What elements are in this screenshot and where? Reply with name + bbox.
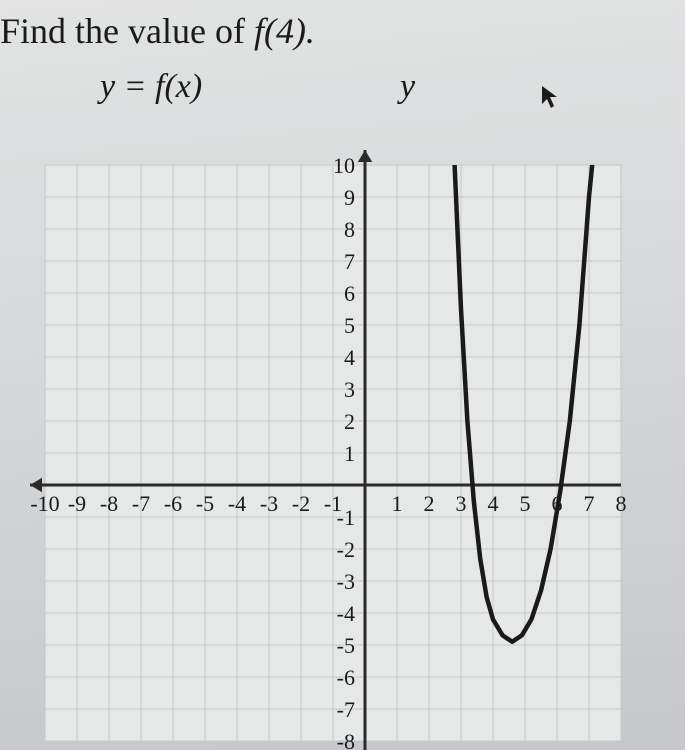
question-prefix: Find the value of [0, 11, 254, 51]
y-tick-label: -1 [337, 505, 355, 530]
y-tick-label: -2 [337, 537, 355, 562]
y-tick-label: 1 [344, 441, 355, 466]
x-tick-label: 3 [456, 491, 467, 516]
y-tick-label: 9 [344, 185, 355, 210]
question-text: Find the value of f(4). [0, 10, 315, 52]
x-tick-label: 1 [392, 491, 403, 516]
y-tick-label: 4 [344, 345, 355, 370]
y-tick-label: 7 [344, 249, 355, 274]
y-tick-label: 10 [333, 153, 355, 178]
equation-label: y = f(x) [100, 68, 202, 106]
y-tick-label: -8 [337, 729, 355, 750]
y-tick-label: 2 [344, 409, 355, 434]
chart-container: -10-9-8-7-6-5-4-3-2-112345678-8-7-6-5-4-… [10, 135, 685, 750]
y-tick-label: -3 [337, 569, 355, 594]
page: Find the value of f(4). y = f(x) y -10 -9… [0, 0, 685, 750]
x-tick-label: -2 [292, 491, 310, 516]
function-graph: -10-9-8-7-6-5-4-3-2-112345678-8-7-6-5-4-… [10, 135, 685, 750]
x-tick-label: 5 [520, 491, 531, 516]
y-tick-label: -4 [337, 601, 355, 626]
x-tick-label: -10 [30, 491, 59, 516]
y-tick-label: -5 [337, 633, 355, 658]
y-tick-label: -6 [337, 665, 355, 690]
x-tick-label: -4 [228, 491, 246, 516]
x-tick-label: 8 [616, 491, 627, 516]
x-tick-label: 4 [488, 491, 499, 516]
y-tick-label: 3 [344, 377, 355, 402]
x-tick-label: -3 [260, 491, 278, 516]
x-tick-label: -5 [196, 491, 214, 516]
cursor-icon [540, 84, 560, 110]
y-axis-label: y [400, 68, 415, 106]
y-tick-label: 5 [344, 313, 355, 338]
x-tick-label: -8 [100, 491, 118, 516]
x-tick-label: 2 [424, 491, 435, 516]
x-tick-label: -9 [68, 491, 86, 516]
y-tick-label: 6 [344, 281, 355, 306]
question-expr: f(4). [254, 11, 315, 51]
x-tick-label: 7 [584, 491, 595, 516]
x-tick-label: -6 [164, 491, 182, 516]
y-tick-label: 8 [344, 217, 355, 242]
x-tick-label: -7 [132, 491, 150, 516]
y-tick-label: -7 [337, 697, 355, 722]
